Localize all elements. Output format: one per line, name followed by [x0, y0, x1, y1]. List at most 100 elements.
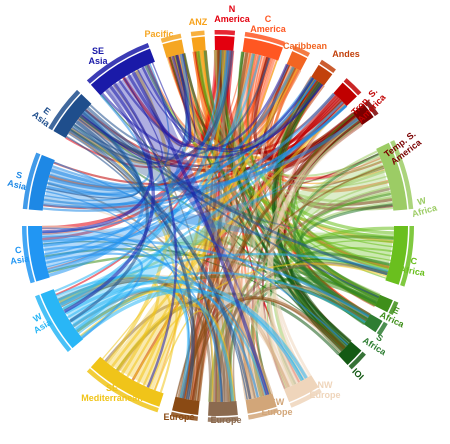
flow-band-se-mediterranean	[108, 117, 256, 390]
label-line: ANZ	[189, 17, 208, 27]
label-line: S	[15, 170, 23, 181]
ribbon-se-asia	[141, 66, 315, 151]
ribbon-w-asia	[69, 286, 235, 402]
label-line: Europe	[163, 412, 194, 422]
ribbon-w-asia	[72, 287, 190, 399]
label-c-africa: CAfrica	[399, 254, 428, 278]
arc-caribbean	[286, 51, 308, 71]
ribbon-se-asia	[127, 54, 192, 147]
label-line: Africa	[411, 202, 439, 219]
arc-outer-pacific	[160, 33, 182, 43]
label-line: Mediterranean	[81, 393, 143, 403]
arc-outer-c-asia	[22, 226, 35, 284]
arc-nw-europe	[283, 375, 319, 403]
label-andes: Andes	[332, 49, 360, 59]
arc-trop-s-america	[333, 82, 357, 106]
label-ioi: IOI	[350, 366, 366, 382]
label-line: E	[391, 305, 401, 317]
flow-band-ne-europe	[212, 124, 272, 402]
ribbon-ne-europe	[217, 262, 388, 403]
label-line: C	[410, 256, 418, 267]
ribbon-e-asia	[45, 118, 142, 199]
ribbon-w-asia	[55, 274, 267, 396]
arc-andes	[311, 64, 333, 86]
ribbon-s-asia	[50, 117, 359, 191]
arc-outer-c-africa	[400, 226, 414, 287]
ribbon-se-mediterranean	[131, 263, 387, 381]
label-line: NW	[318, 380, 333, 390]
label-c-america: C America	[250, 14, 287, 34]
label-c-asia: CAsia	[8, 244, 31, 267]
ribbon-s-asia	[52, 94, 151, 186]
label-line: America	[250, 24, 287, 34]
label-line: Asia	[10, 253, 31, 266]
ribbon-ne-europe	[232, 286, 367, 402]
label-line: C	[14, 245, 22, 256]
arc-pacific	[162, 39, 185, 58]
arc-anz	[191, 36, 206, 52]
label-s-asia: SAsia	[6, 168, 30, 192]
arc-temp-s-america	[352, 103, 374, 126]
label-line: Asia	[88, 56, 108, 66]
label-anz: ANZ	[189, 17, 208, 27]
ribbon-e-asia	[89, 57, 271, 157]
label-line: SE	[92, 46, 104, 56]
arc-c-africa	[385, 226, 408, 285]
label-se-asia: SE Asia	[88, 46, 108, 66]
ribbon-w-asia	[67, 271, 366, 324]
label-line: Andes	[332, 49, 360, 59]
ribbon-e-asia	[86, 106, 388, 276]
arc-sw-europe	[245, 393, 277, 414]
label-line: SW	[270, 397, 285, 407]
arc-se-europe	[172, 396, 200, 415]
label-line: Europe	[309, 390, 340, 400]
arc-outer-s-asia	[22, 152, 41, 210]
label-pacific: Pacific	[144, 29, 173, 39]
ribbon-s-asia	[49, 79, 317, 189]
label-line: Pacific	[144, 29, 173, 39]
label-line: Europe	[261, 407, 292, 417]
arc-ne-europe	[208, 401, 238, 417]
label-line: IOI	[350, 366, 366, 382]
label-line: SE	[106, 383, 118, 393]
ribbon-e-asia	[69, 129, 252, 400]
arc-outer-c-america	[244, 31, 286, 47]
label-s-africa: SAfrica	[361, 327, 394, 358]
flow-band-s-asia	[43, 167, 330, 250]
arc-outer-w-africa	[390, 140, 414, 210]
ribbon-se-mediterranean	[126, 66, 295, 378]
ribbon-se-asia	[137, 69, 324, 153]
ribbon-se-asia	[42, 85, 153, 234]
label-line: C	[265, 14, 272, 24]
ribbon-sw-europe	[247, 285, 369, 399]
arc-w-africa	[376, 142, 408, 211]
flow-band-se-asia	[107, 65, 257, 334]
label-line: SE	[173, 402, 185, 412]
ribbon-se-mediterranean	[102, 68, 298, 360]
label-line: Europe	[210, 415, 241, 425]
arc-outer-e-asia	[48, 89, 81, 131]
flow-band-c-africa	[107, 232, 394, 273]
ribbon-c-asia	[42, 237, 370, 318]
label-line: NE	[220, 405, 233, 415]
ribbon-se-mediterranean	[154, 310, 214, 402]
label-se-europe: SE Europe	[163, 402, 194, 422]
ribbon-se-asia	[151, 53, 196, 143]
arc-outer-s-africa	[376, 321, 388, 336]
arc-outer-n-america	[214, 30, 236, 36]
flow-band-caribbean	[150, 64, 299, 319]
ribbon-se-asia	[101, 83, 324, 159]
arc-ioi	[338, 341, 362, 365]
label-line: Caribbean	[283, 41, 327, 51]
ribbon-s-asia	[45, 190, 190, 399]
arc-e-africa	[374, 294, 393, 313]
flow-band-se-europe	[179, 113, 209, 401]
arc-n-america	[214, 36, 235, 51]
arc-s-asia	[28, 154, 55, 211]
arc-se-asia	[90, 48, 155, 96]
ribbon-se-asia	[81, 76, 163, 164]
ribbon-s-africa	[293, 153, 380, 326]
arc-outer-se-asia	[86, 43, 150, 84]
arc-outer-sw-europe	[247, 408, 279, 420]
